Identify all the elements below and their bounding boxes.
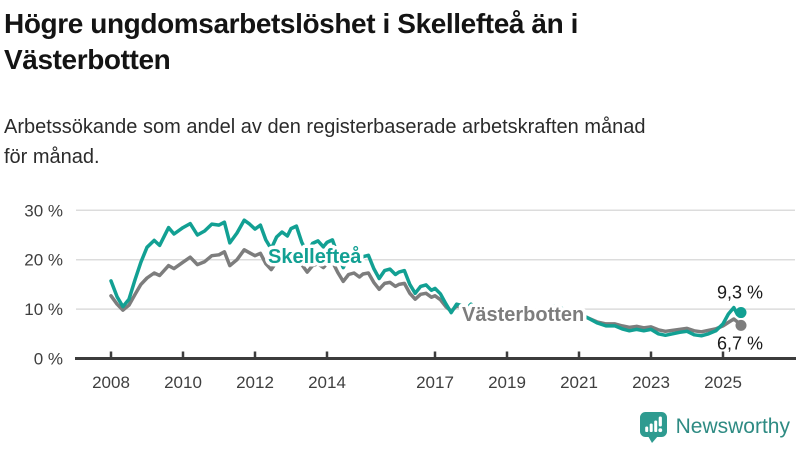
series-label-vasterbotten: Västerbotten	[462, 304, 584, 326]
y-axis-tick-label: 10 %	[24, 300, 63, 319]
chart-subtitle-line1: Arbetssökande som andel av den registerb…	[4, 116, 646, 138]
x-axis-tick-label: 2023	[632, 373, 670, 392]
x-axis-tick-label: 2021	[560, 373, 598, 392]
brand-name: Newsworthy	[675, 415, 790, 438]
x-axis-tick-label: 2019	[488, 373, 526, 392]
y-axis-tick-label: 30 %	[24, 201, 63, 220]
chart-title: Högre ungdomsarbetslöshet i Skellefteå ä…	[4, 6, 784, 78]
series-label-skelleftea: Skellefteå	[268, 245, 362, 268]
chart-title-line2: Västerbotten	[4, 44, 171, 75]
x-axis-tick-label: 2010	[164, 373, 202, 392]
x-axis-tick-label: 2017	[416, 373, 454, 392]
end-dot-skelleftea	[735, 307, 747, 319]
end-dot-vasterbotten	[735, 319, 747, 331]
x-axis-tick-label: 2014	[308, 373, 346, 392]
newsworthy-logo[interactable]: Newsworthy	[639, 410, 790, 444]
chart-title-line1: Högre ungdomsarbetslöshet i Skellefteå ä…	[4, 8, 579, 39]
chart-subtitle: Arbetssökande som andel av den registerb…	[4, 112, 794, 172]
series-line-skelleftea	[109, 218, 743, 338]
y-axis-tick-label: 0 %	[34, 350, 63, 369]
newsworthy-icon	[639, 411, 667, 443]
x-axis-tick-label: 2008	[92, 373, 130, 392]
x-axis-tick-label: 2012	[236, 373, 274, 392]
y-axis-tick-label: 20 %	[24, 251, 63, 270]
value-annotation-skelleftea: 9,3 %	[717, 283, 763, 303]
value-annotation-vasterbotten: 6,7 %	[717, 333, 763, 353]
chart-subtitle-line2: för månad.	[4, 146, 100, 168]
x-axis-tick-label: 2025	[704, 373, 742, 392]
series-line-vasterbotten	[109, 248, 743, 334]
